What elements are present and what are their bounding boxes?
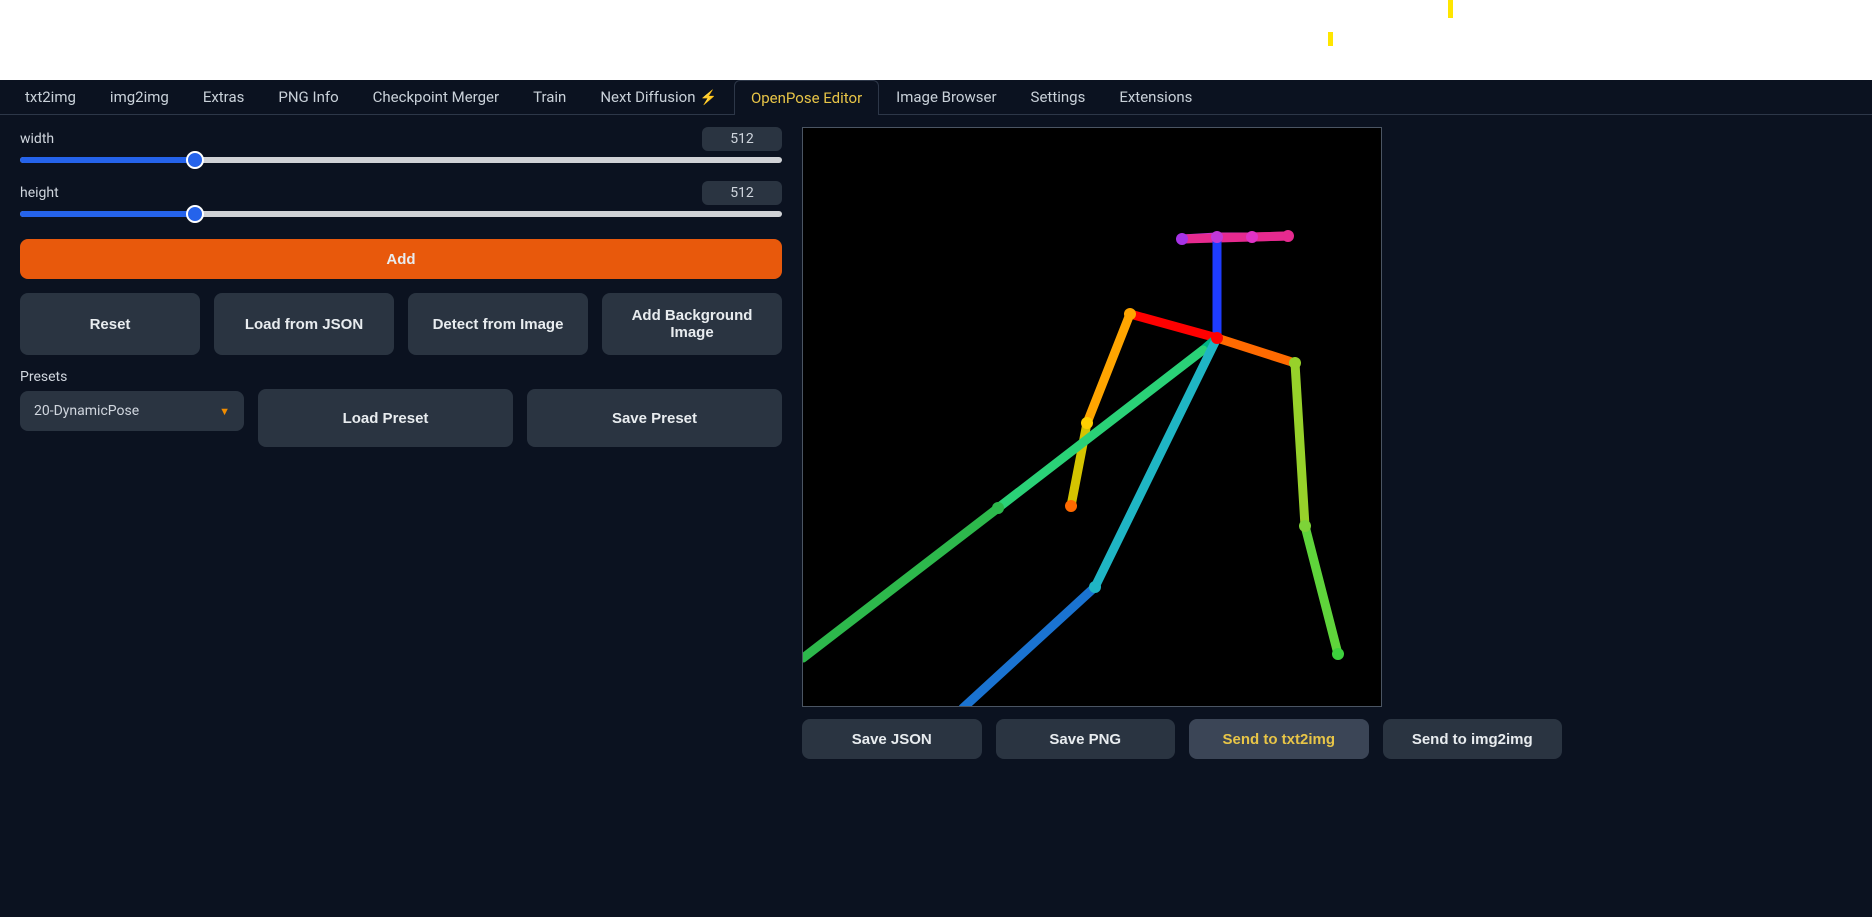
pose-joint[interactable] xyxy=(1124,308,1136,320)
app-root: txt2imgimg2imgExtrasPNG InfoCheckpoint M… xyxy=(0,80,1872,917)
preset-row: Presets 20-DynamicPose ▼ Load Preset Sav… xyxy=(20,369,782,447)
bolt-icon: ⚡ xyxy=(700,90,717,106)
height-label: height xyxy=(20,185,59,201)
pose-joint[interactable] xyxy=(992,502,1004,514)
highlight-mark xyxy=(1328,32,1333,46)
pose-joint[interactable] xyxy=(1289,357,1301,369)
export-buttons-row: Save JSON Save PNG Send to txt2img Send … xyxy=(802,719,1562,759)
action-buttons-row: Reset Load from JSON Detect from Image A… xyxy=(20,293,782,355)
highlight-mark xyxy=(1448,0,1453,18)
pose-bone[interactable] xyxy=(1071,423,1087,506)
save-json-button[interactable]: Save JSON xyxy=(802,719,982,759)
tab-settings[interactable]: Settings xyxy=(1014,79,1103,114)
left-panel: width 512 height 512 Add xyxy=(20,127,782,759)
add-bg-button[interactable]: Add Background Image xyxy=(602,293,782,355)
pose-joint[interactable] xyxy=(1211,332,1223,344)
pose-bone[interactable] xyxy=(1130,314,1217,338)
save-preset-button[interactable]: Save Preset xyxy=(527,389,782,447)
pose-joint[interactable] xyxy=(1332,648,1344,660)
pose-bone[interactable] xyxy=(963,587,1095,707)
main-tabs: txt2imgimg2imgExtrasPNG InfoCheckpoint M… xyxy=(0,80,1872,115)
pose-bone[interactable] xyxy=(1217,338,1295,363)
tab-png-info[interactable]: PNG Info xyxy=(261,79,355,114)
tab-img2img[interactable]: img2img xyxy=(93,79,186,114)
height-slider[interactable] xyxy=(20,211,782,217)
tab-next-diffusion[interactable]: Next Diffusion⚡ xyxy=(583,79,734,114)
content-area: width 512 height 512 Add xyxy=(0,115,1872,771)
height-slider-row: height 512 xyxy=(20,181,782,217)
tab-image-browser[interactable]: Image Browser xyxy=(879,79,1013,114)
pose-bone[interactable] xyxy=(1305,526,1338,654)
tab-openpose-editor[interactable]: OpenPose Editor xyxy=(734,80,879,115)
chevron-down-icon: ▼ xyxy=(219,405,230,418)
pose-bone[interactable] xyxy=(803,508,998,658)
tab-txt2img[interactable]: txt2img xyxy=(8,79,93,114)
browser-blank-area xyxy=(0,0,1872,80)
pose-joint[interactable] xyxy=(1081,417,1093,429)
reset-button[interactable]: Reset xyxy=(20,293,200,355)
load-preset-button[interactable]: Load Preset xyxy=(258,389,513,447)
save-png-button[interactable]: Save PNG xyxy=(996,719,1176,759)
tab-extensions[interactable]: Extensions xyxy=(1102,79,1209,114)
width-slider-row: width 512 xyxy=(20,127,782,163)
pose-joint[interactable] xyxy=(1065,500,1077,512)
pose-bone[interactable] xyxy=(1095,338,1217,587)
preset-dropdown[interactable]: 20-DynamicPose ▼ xyxy=(20,391,244,431)
pose-joint[interactable] xyxy=(1282,230,1294,242)
tab-train[interactable]: Train xyxy=(516,79,583,114)
height-value[interactable]: 512 xyxy=(702,181,782,205)
tab-extras[interactable]: Extras xyxy=(186,79,262,114)
pose-joint[interactable] xyxy=(1211,231,1223,243)
tab-checkpoint-merger[interactable]: Checkpoint Merger xyxy=(356,79,516,114)
send-txt2img-button[interactable]: Send to txt2img xyxy=(1189,719,1369,759)
width-label: width xyxy=(20,131,54,147)
right-panel: Save JSON Save PNG Send to txt2img Send … xyxy=(802,127,1562,759)
detect-image-button[interactable]: Detect from Image xyxy=(408,293,588,355)
pose-joint[interactable] xyxy=(1089,581,1101,593)
preset-selected-value: 20-DynamicPose xyxy=(34,403,139,419)
pose-joint[interactable] xyxy=(1299,520,1311,532)
pose-joint[interactable] xyxy=(1176,233,1188,245)
width-value[interactable]: 512 xyxy=(702,127,782,151)
pose-joint[interactable] xyxy=(1246,231,1258,243)
send-img2img-button[interactable]: Send to img2img xyxy=(1383,719,1563,759)
load-json-button[interactable]: Load from JSON xyxy=(214,293,394,355)
pose-bone[interactable] xyxy=(1295,363,1305,526)
pose-canvas[interactable] xyxy=(802,127,1382,707)
width-slider[interactable] xyxy=(20,157,782,163)
presets-label: Presets xyxy=(20,369,244,385)
add-button[interactable]: Add xyxy=(20,239,782,279)
